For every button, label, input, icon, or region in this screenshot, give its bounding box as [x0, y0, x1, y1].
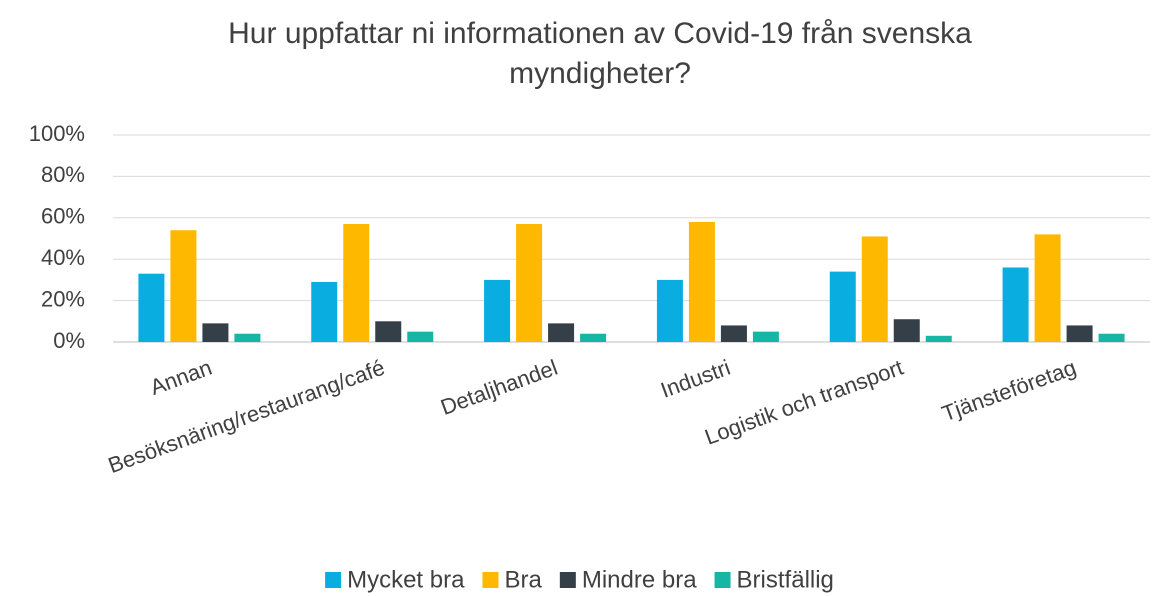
y-tick-label: 100%: [29, 121, 85, 146]
bar: [170, 230, 197, 342]
bar: [1002, 267, 1029, 342]
bar: [893, 319, 920, 342]
bar: [234, 333, 261, 342]
legend-label: Mindre bra: [582, 566, 697, 593]
x-tick-label: Besöksnäring/restaurang/café: [105, 355, 388, 478]
bar: [375, 321, 402, 342]
y-tick-label: 40%: [41, 245, 85, 270]
bar: [829, 271, 856, 342]
y-tick-label: 20%: [41, 286, 85, 311]
bar: [516, 224, 543, 342]
bar: [1034, 234, 1061, 342]
bar: [202, 323, 229, 342]
bar: [861, 236, 888, 342]
y-tick-label: 60%: [41, 204, 85, 229]
bar: [1098, 333, 1125, 342]
bar: [343, 224, 370, 342]
x-tick-label: Tjänsteföretag: [939, 355, 1080, 427]
legend-label: Bristfällig: [737, 566, 834, 593]
bar: [752, 331, 779, 342]
legend-swatch: [714, 572, 731, 588]
bar: [138, 273, 165, 342]
bar: [484, 279, 511, 342]
x-tick-label: Annan: [147, 355, 215, 400]
bar: [1066, 325, 1093, 342]
x-tick-label: Industri: [657, 355, 733, 403]
bar: [688, 221, 715, 342]
bar: [311, 281, 338, 342]
bar: [720, 325, 747, 342]
legend-swatch: [482, 572, 499, 588]
bar: [548, 323, 575, 342]
legend-label: Mycket bra: [347, 566, 465, 593]
bar: [656, 279, 683, 342]
chart-title: Hur uppfattar ni informationen av Covid-…: [228, 17, 972, 90]
legend-swatch: [325, 572, 342, 588]
legend-label: Bra: [504, 566, 542, 593]
y-tick-label: 0%: [53, 328, 85, 353]
bar: [407, 331, 434, 342]
y-tick-label: 80%: [41, 162, 85, 187]
bar: [580, 333, 607, 342]
legend-swatch: [559, 572, 576, 588]
x-tick-label: Detaljhandel: [437, 355, 560, 420]
bar: [925, 335, 952, 342]
x-tick-label: Logistik och transport: [701, 355, 906, 450]
